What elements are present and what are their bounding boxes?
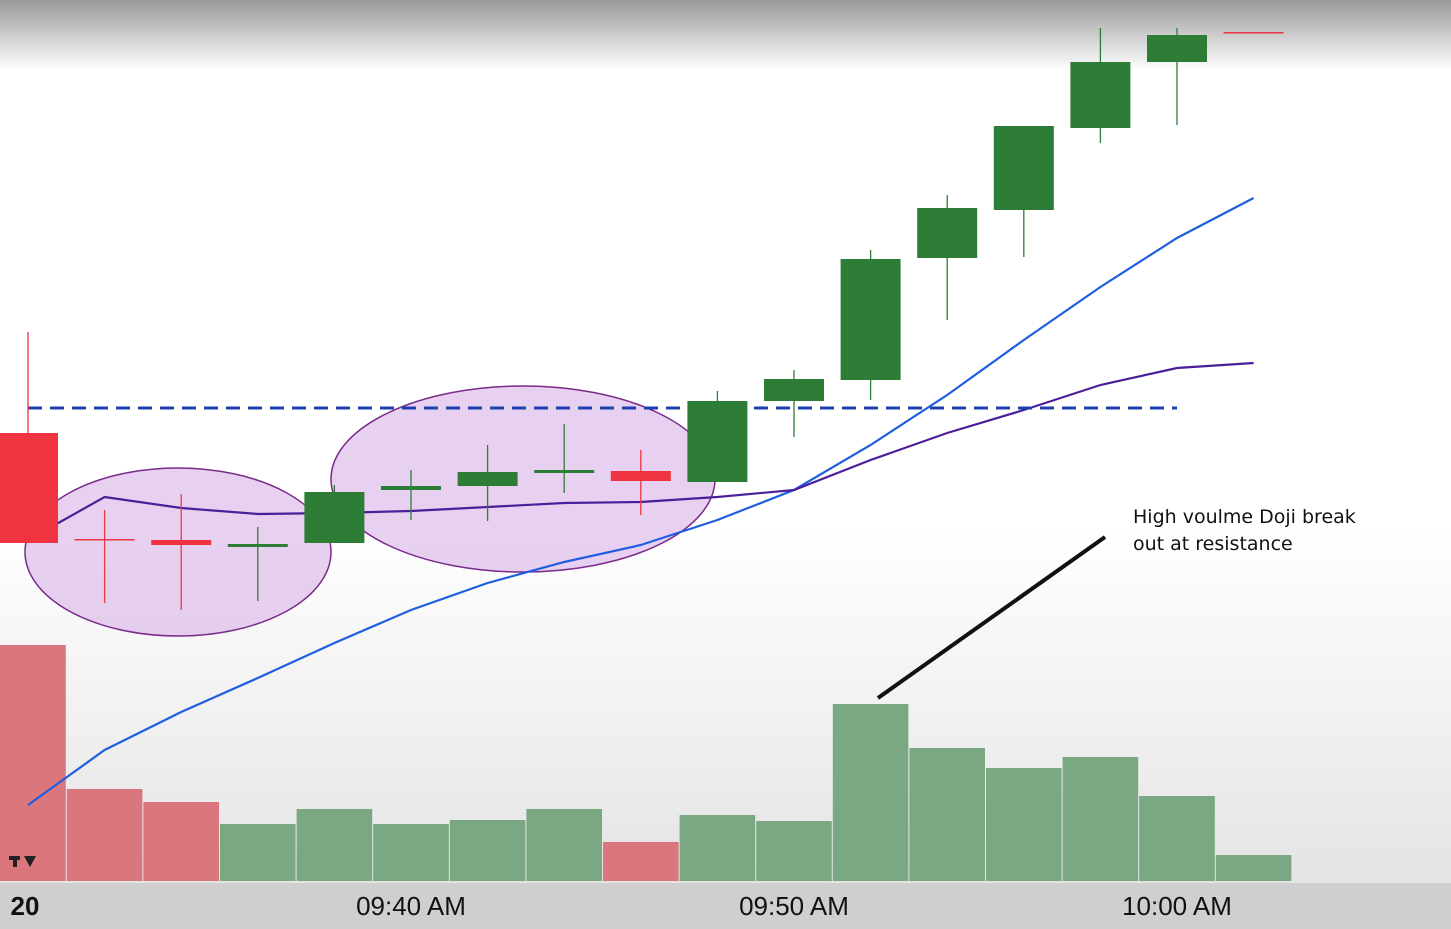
time-axis: 20 09:40 AM 09:50 AM 10:00 AM xyxy=(11,891,1232,921)
annotation-arrow xyxy=(876,535,1107,700)
volume-bar xyxy=(986,768,1062,881)
volume-bar xyxy=(1139,796,1215,881)
highlight-ellipse xyxy=(24,467,332,637)
candle-body xyxy=(687,401,748,482)
candle-body xyxy=(764,379,824,401)
volume-bar xyxy=(832,704,909,881)
annotation-text: out at resistance xyxy=(1133,533,1293,555)
candle-body xyxy=(304,492,365,543)
time-axis-strip xyxy=(0,883,1451,929)
volume-bar xyxy=(449,820,526,881)
candle-body xyxy=(993,126,1054,210)
candle-body xyxy=(0,433,58,543)
volume-bar xyxy=(756,821,832,881)
volume-bar xyxy=(1215,855,1292,881)
volume-bar xyxy=(296,809,373,881)
volume-bar xyxy=(373,824,449,881)
volume-bar xyxy=(0,645,66,881)
volume-bar xyxy=(526,809,602,881)
volume-bar xyxy=(143,802,219,881)
volume-bar xyxy=(909,748,985,881)
x-tick-label: 10:00 AM xyxy=(1122,891,1232,921)
candle-body xyxy=(534,470,595,473)
x-tick-label: 09:50 AM xyxy=(739,891,849,921)
volume-bar xyxy=(220,824,296,881)
volume-bar xyxy=(603,842,679,881)
candle-body xyxy=(610,471,671,481)
annotation-text: High voulme Doji break xyxy=(1133,506,1356,528)
candle-body xyxy=(457,472,518,486)
moving-average-line xyxy=(27,197,1255,806)
candle-body xyxy=(917,208,978,258)
price-layer xyxy=(0,28,1284,806)
candle-body xyxy=(1147,35,1207,62)
volume-layer xyxy=(0,645,1292,881)
volume-bar xyxy=(679,815,756,881)
x-tick-label: 20 xyxy=(11,891,40,921)
candle-body xyxy=(381,486,441,490)
volume-bar xyxy=(66,789,143,881)
candle-body xyxy=(840,259,901,380)
candle-body xyxy=(1070,62,1131,128)
volume-bar xyxy=(1062,757,1139,881)
logo xyxy=(9,856,36,867)
candle-body xyxy=(227,544,288,547)
x-tick-label: 09:40 AM xyxy=(356,891,466,921)
candle-body xyxy=(1223,32,1284,34)
candle-body xyxy=(151,540,212,545)
candle-body xyxy=(74,539,135,541)
